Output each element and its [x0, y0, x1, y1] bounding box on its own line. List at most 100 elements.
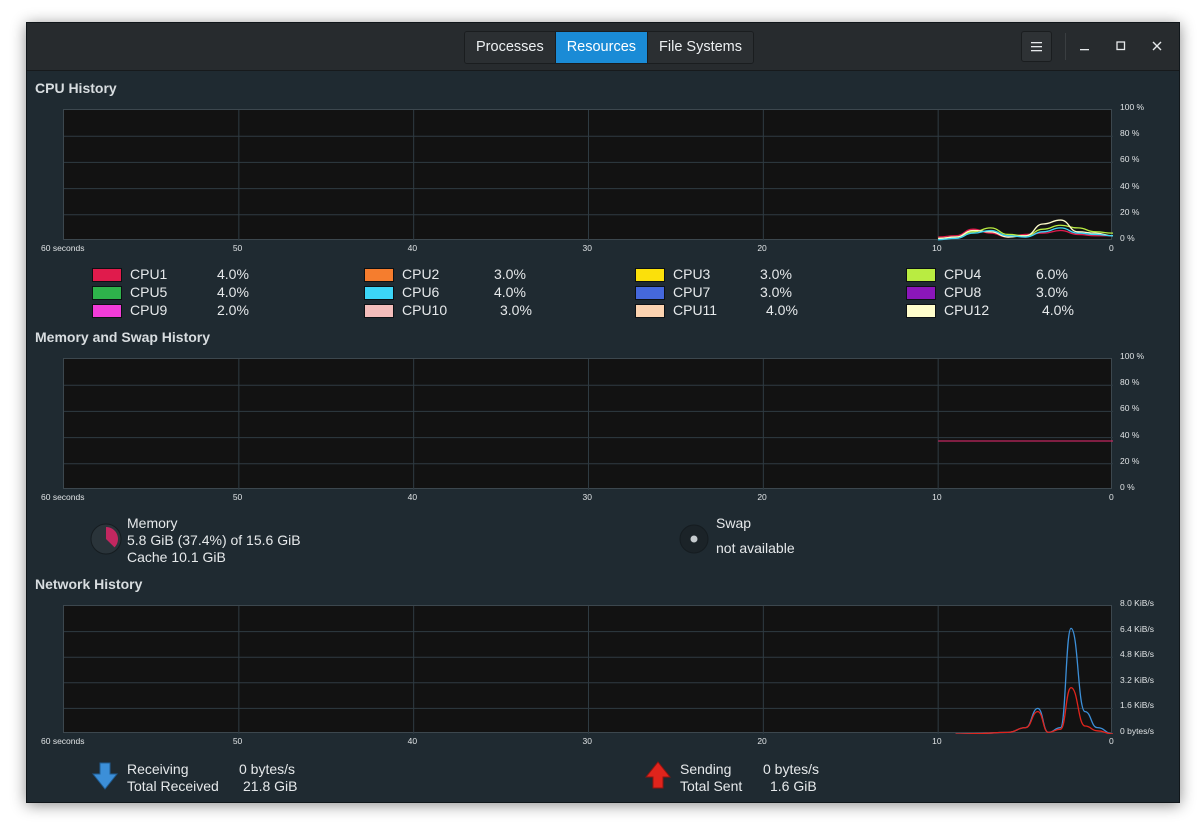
y-axis-tick-label: 8.0 KiB/s [1120, 598, 1155, 608]
cpu-legend-value: 3.0% [760, 284, 792, 300]
close-button[interactable] [1146, 35, 1168, 57]
header-separator [1065, 33, 1066, 60]
memory-pie-icon[interactable] [90, 523, 122, 555]
tab-processes[interactable]: Processes [465, 32, 555, 63]
swap-label: Swap [716, 515, 752, 531]
network-history-graph [63, 605, 1113, 734]
cpu-legend-name: CPU1 [130, 266, 168, 282]
swap-pie-icon[interactable] [679, 524, 709, 554]
y-axis-tick-label: 1.6 KiB/s [1120, 700, 1155, 711]
x-axis-tick-label: 10 [932, 492, 942, 502]
cpu-color-swatch[interactable] [92, 268, 122, 282]
memory-cache: Cache 10.1 GiB [127, 549, 226, 565]
cpu-color-swatch[interactable] [635, 304, 665, 318]
cpu-legend-value: 3.0% [1036, 284, 1068, 300]
hamburger-menu-icon [1031, 42, 1042, 52]
y-axis-tick-label: 6.4 KiB/s [1120, 623, 1155, 634]
cpu-legend-name: CPU12 [944, 302, 990, 318]
receiving-arrow-icon[interactable] [92, 762, 118, 790]
minimize-button[interactable] [1074, 35, 1096, 57]
x-axis-tick-label: 30 [582, 492, 592, 502]
x-axis-tick-label: 0 [1109, 492, 1114, 502]
cpu-legend-name: CPU9 [130, 302, 168, 318]
cpu-color-swatch[interactable] [364, 286, 394, 300]
maximize-button[interactable] [1110, 35, 1132, 57]
cpu-legend-value: 6.0% [1036, 266, 1068, 282]
y-axis-tick-label: 40 % [1120, 180, 1140, 191]
y-axis-tick-label: 4.8 KiB/s [1120, 649, 1155, 660]
minimize-icon [1080, 49, 1089, 51]
system-monitor-window: Processes Resources File Systems CPU His… [26, 22, 1180, 803]
cpu-legend-value: 3.0% [760, 266, 792, 282]
cpu-legend-name: CPU2 [402, 266, 440, 282]
sending-value: 0 bytes/s [763, 761, 820, 777]
x-axis-start-label: 60 seconds [41, 736, 85, 746]
x-axis-tick-label: 50 [232, 736, 243, 746]
menu-button[interactable] [1021, 31, 1052, 62]
cpu-legend-value: 4.0% [766, 302, 798, 318]
tab-file-systems[interactable]: File Systems [647, 32, 754, 63]
cpu-legend-value: 2.0% [217, 302, 249, 318]
maximize-icon [1116, 41, 1126, 51]
cpu-color-swatch[interactable] [635, 268, 665, 282]
x-axis-tick-label: 50 [232, 492, 243, 502]
y-axis-tick-label: 0 bytes/s [1120, 726, 1155, 736]
cpu-color-swatch[interactable] [906, 286, 936, 300]
sending-arrow-icon[interactable] [645, 761, 671, 789]
swap-status: not available [716, 540, 795, 556]
memory-section-title: Memory and Swap History [35, 329, 211, 345]
network-series-line [955, 686, 1113, 734]
x-axis-tick-label: 20 [757, 492, 767, 502]
total-sent-value: 1.6 GiB [770, 778, 817, 794]
cpu-color-swatch[interactable] [635, 286, 665, 300]
memory-pie-slice [106, 527, 118, 548]
cpu-color-swatch[interactable] [364, 268, 394, 282]
cpu-legend-value: 4.0% [217, 284, 249, 300]
cpu-legend-name: CPU6 [402, 284, 440, 300]
cpu-legend-name: CPU11 [673, 302, 718, 318]
cpu-section-title: CPU History [35, 80, 117, 96]
x-axis-tick-label: 30 [582, 243, 592, 253]
receiving-label: Receiving [127, 761, 189, 777]
cpu-legend-name: CPU7 [673, 284, 711, 300]
x-axis-tick-label: 0 [1109, 736, 1114, 746]
cpu-series-line [938, 227, 1113, 241]
y-axis-tick-label: 0 % [1120, 233, 1135, 243]
view-switcher: Processes Resources File Systems [464, 31, 755, 64]
y-axis-tick-label: 20 % [1120, 206, 1140, 217]
cpu-color-swatch[interactable] [92, 304, 122, 318]
x-axis-tick-label: 40 [407, 492, 418, 502]
x-axis-start-label: 60 seconds [41, 492, 85, 502]
sending-label: Sending [680, 761, 732, 777]
memory-usage: 5.8 GiB (37.4%) of 15.6 GiB [127, 532, 301, 548]
cpu-color-swatch[interactable] [906, 304, 936, 318]
cpu-legend-name: CPU8 [944, 284, 982, 300]
total-received-value: 21.8 GiB [243, 778, 298, 794]
x-axis-tick-label: 20 [757, 243, 767, 253]
cpu-color-swatch[interactable] [364, 304, 394, 318]
close-icon [1152, 41, 1162, 51]
cpu-legend-value: 3.0% [494, 266, 526, 282]
cpu-color-swatch[interactable] [906, 268, 936, 282]
receiving-value: 0 bytes/s [239, 761, 296, 777]
cpu-legend-name: CPU10 [402, 302, 448, 318]
cpu-legend-value: 4.0% [494, 284, 526, 300]
y-axis-tick-label: 80 % [1120, 377, 1140, 388]
y-axis-tick-label: 20 % [1120, 455, 1140, 466]
x-axis-tick-label: 10 [932, 243, 942, 253]
cpu-color-swatch[interactable] [92, 286, 122, 300]
y-axis-tick-label: 60 % [1120, 403, 1140, 414]
y-axis-tick-label: 60 % [1120, 154, 1140, 165]
x-axis-tick-label: 30 [582, 736, 592, 746]
y-axis-tick-label: 3.2 KiB/s [1120, 674, 1155, 685]
tab-resources[interactable]: Resources [554, 32, 648, 63]
x-axis-tick-label: 40 [407, 736, 418, 746]
total-sent-label: Total Sent [680, 778, 743, 794]
cpu-series-line [938, 219, 1113, 240]
cpu-series-line [938, 228, 1113, 238]
y-axis-tick-label: 100 % [1120, 102, 1145, 112]
y-axis-tick-label: 80 % [1120, 128, 1140, 139]
memory-history-graph [63, 358, 1113, 490]
cpu-legend-name: CPU3 [673, 266, 711, 282]
y-axis-tick-label: 0 % [1120, 482, 1135, 492]
